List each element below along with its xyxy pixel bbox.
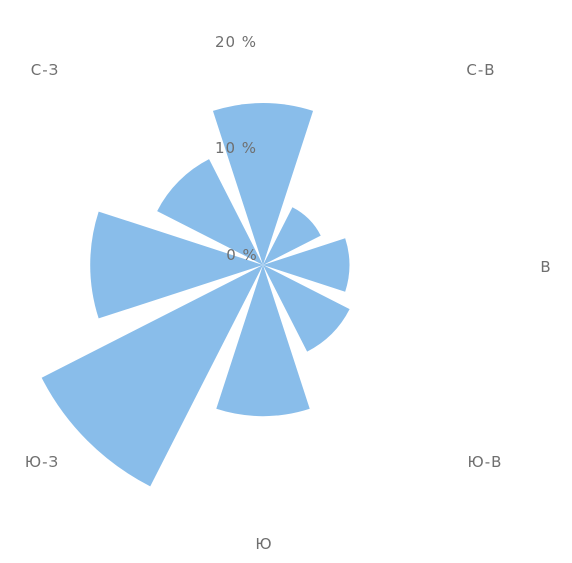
direction-label-nw: С-З [31,61,60,79]
sector-Ю-В [263,265,350,352]
sector-С-В [263,207,321,265]
sector-group [41,103,350,487]
direction-label-s: Ю [255,535,272,553]
sector-С [212,103,314,265]
direction-label-e: В [540,258,551,276]
sector-З [90,211,263,319]
direction-label-ne: С-В [466,61,495,79]
ring-label-10: 10 % [215,139,257,157]
ring-label-20: 20 % [215,33,257,51]
sector-В [263,238,350,292]
direction-label-sw: Ю-З [25,453,59,471]
sector-Ю [216,265,310,417]
ring-label-0: 0 % [226,246,258,264]
direction-label-se: Ю-В [468,453,503,471]
sector-Ю-З [41,265,263,487]
sector-С-З [157,159,263,265]
